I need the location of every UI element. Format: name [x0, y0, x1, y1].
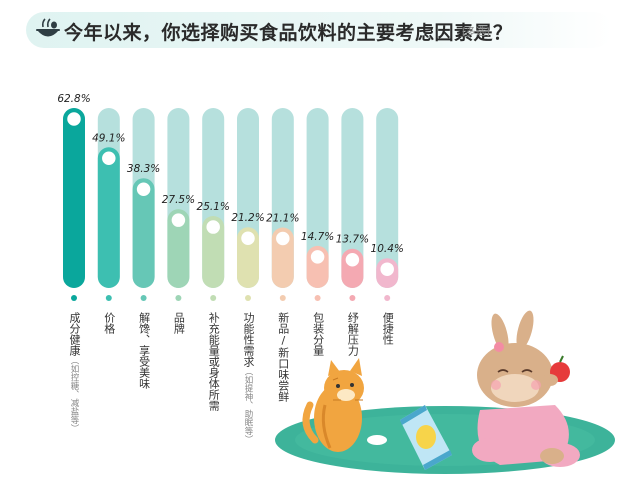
category-label: 解馋、享受美味: [137, 312, 151, 389]
data-label: 21.2%: [231, 212, 264, 224]
category-dot: [210, 295, 217, 301]
category-note: （如提神、助眠等）: [243, 367, 253, 444]
bar-value-marker: [65, 110, 83, 128]
bowl-icon: [36, 18, 60, 37]
category-label: 功能性需求（如提神、助眠等）: [241, 312, 255, 444]
bar: [132, 178, 155, 288]
category-label: 纾解压力: [345, 312, 359, 356]
illustration: [275, 310, 615, 474]
category-dot: [140, 295, 147, 301]
bars-group: 62.8% 49.1% 38.3% 27.5%25.1%21.2% 21.1%14.7%…: [57, 93, 404, 301]
category-label: 价格: [102, 312, 116, 334]
category-label: 新品/新口味尝鲜: [276, 312, 290, 402]
bar-value-marker: [378, 260, 396, 278]
category-label-text: 品牌: [172, 312, 186, 334]
data-label: 62.8%: [57, 93, 90, 105]
category-label-text: 成分健康: [68, 312, 81, 356]
category-label-text: 纾解压力: [346, 312, 360, 356]
bar-value-marker: [274, 230, 292, 247]
category-label: 成分健康（如控糖、减盐等）: [67, 312, 81, 433]
bar-value-marker: [170, 211, 187, 229]
category-dot: [71, 295, 77, 301]
category-label: 包装分量: [311, 312, 325, 356]
category-dot: [245, 295, 251, 301]
category-label: 便捷性: [380, 312, 394, 345]
bar-value-marker: [239, 229, 257, 247]
multi-select-note: [多选]: [462, 27, 490, 38]
bar-value-marker: [204, 218, 222, 236]
category-dot: [349, 295, 356, 301]
bunny-illustration: [472, 310, 580, 467]
bar-value-marker: [135, 180, 152, 198]
data-label: 13.7%: [336, 234, 369, 246]
bar-value-marker: [344, 251, 361, 268]
category-label-text: 功能性需求: [242, 312, 255, 367]
category-dot: [175, 295, 182, 301]
category-label-text: 解馋、享受美味: [137, 312, 151, 389]
data-label: 21.1%: [266, 213, 299, 225]
data-label: 49.1%: [92, 132, 125, 144]
bar-value-marker: [309, 248, 326, 266]
bar: [202, 216, 225, 288]
bar-track: [306, 108, 329, 288]
data-label: 25.1%: [197, 201, 230, 213]
data-label: 38.3%: [127, 163, 160, 175]
title-banner: [26, 12, 612, 48]
category-note: （如控糖、减盐等）: [69, 356, 79, 433]
bar-track: [341, 108, 364, 288]
data-label: 14.7%: [301, 231, 334, 243]
chart-title: 今年以来，你选择购买食品饮料的主要考虑因素是？: [64, 22, 513, 44]
category-dot: [279, 295, 286, 301]
category-label-text: 便捷性: [381, 312, 395, 345]
bar: [167, 209, 190, 288]
category-dot: [105, 295, 112, 301]
data-label: 27.5%: [162, 194, 195, 206]
category-label: 品牌: [171, 312, 185, 334]
bar: [63, 108, 85, 288]
bar-value-marker: [100, 150, 118, 167]
category-label-text: 新品/新口味尝鲜: [276, 312, 290, 402]
data-label: 10.4%: [371, 243, 404, 255]
category-label-text: 价格: [102, 312, 116, 334]
category-label: 补充能量或身体所需: [206, 312, 220, 411]
category-dot: [314, 295, 321, 301]
category-label-text: 包装分量: [311, 312, 325, 356]
bar: [97, 147, 120, 288]
bar-track: [376, 108, 399, 288]
category-label-text: 补充能量或身体所需: [207, 312, 221, 411]
category-dot: [384, 295, 391, 301]
cat-illustration: [302, 358, 387, 452]
snack-bag-illustration: [400, 405, 452, 470]
